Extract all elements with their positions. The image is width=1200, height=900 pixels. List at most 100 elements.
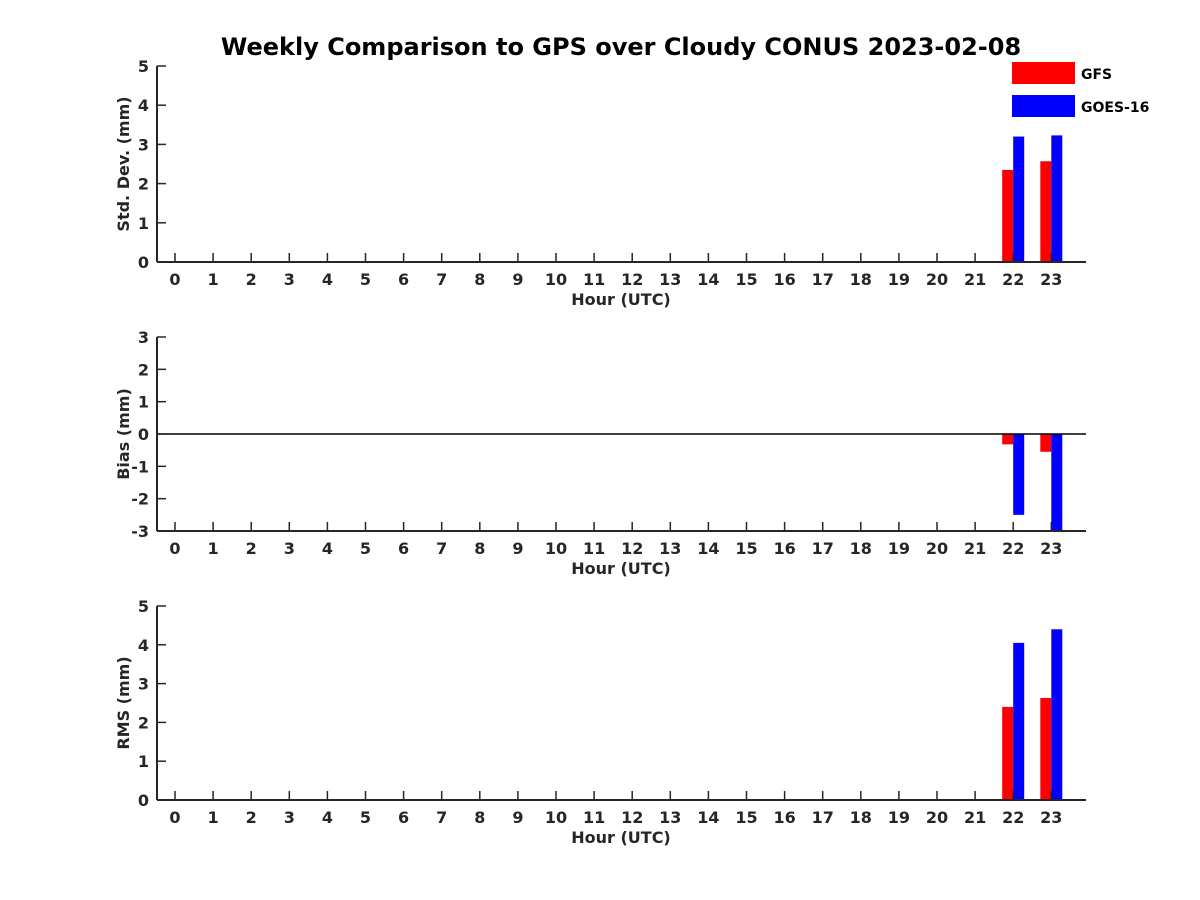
x-tick-label: 15: [735, 539, 757, 558]
bar-gfs-hour-22: [1002, 434, 1014, 445]
x-tick-label: 6: [398, 270, 409, 289]
y-tick-label: 4: [138, 636, 149, 655]
x-tick-label: 11: [583, 808, 605, 827]
y-tick-label: 2: [138, 713, 149, 732]
x-tick-label: 3: [284, 270, 295, 289]
y-tick-label: 0: [138, 425, 149, 444]
x-tick-label: 2: [246, 270, 257, 289]
x-tick-label: 1: [208, 808, 219, 827]
x-tick-label: 5: [360, 808, 371, 827]
y-tick-label: 1: [138, 214, 149, 233]
y-tick-label: 3: [138, 135, 149, 154]
x-tick-label: 22: [1002, 539, 1024, 558]
x-tick-label: 6: [398, 539, 409, 558]
x-tick-label: 22: [1002, 808, 1024, 827]
x-tick-label: 3: [284, 539, 295, 558]
y-tick-label: -1: [131, 457, 149, 476]
x-axis-label: Hour (UTC): [571, 559, 671, 578]
y-tick-label: 0: [138, 791, 149, 810]
bar-gfs-hour-22: [1002, 706, 1014, 800]
x-tick-label: 9: [512, 808, 523, 827]
x-tick-label: 22: [1002, 270, 1024, 289]
x-tick-label: 15: [735, 808, 757, 827]
x-tick-label: 21: [964, 539, 986, 558]
legend-label: GOES-16: [1081, 100, 1149, 116]
x-tick-label: 11: [583, 270, 605, 289]
x-tick-label: 8: [474, 539, 485, 558]
x-tick-label: 12: [621, 808, 643, 827]
x-tick-label: 11: [583, 539, 605, 558]
x-tick-label: 16: [773, 539, 795, 558]
y-tick-label: 3: [138, 328, 149, 347]
y-tick-label: -2: [131, 490, 149, 509]
x-tick-label: 9: [512, 539, 523, 558]
x-tick-label: 7: [436, 808, 447, 827]
y-tick-label: -3: [131, 522, 149, 541]
y-axis-label: Std. Dev. (mm): [114, 96, 133, 231]
x-tick-label: 13: [659, 539, 681, 558]
bar-gfs-hour-23: [1040, 697, 1052, 800]
bar-goes-16-hour-22: [1013, 136, 1025, 262]
x-tick-label: 18: [850, 808, 872, 827]
x-tick-label: 17: [812, 270, 834, 289]
x-tick-label: 5: [360, 539, 371, 558]
x-tick-label: 14: [697, 808, 719, 827]
x-tick-label: 13: [659, 270, 681, 289]
x-tick-label: 7: [436, 270, 447, 289]
x-tick-label: 9: [512, 270, 523, 289]
x-tick-label: 23: [1040, 808, 1062, 827]
bar-gfs-hour-23: [1040, 161, 1052, 262]
y-tick-label: 0: [138, 253, 149, 272]
bar-goes-16-hour-23: [1051, 135, 1063, 262]
x-tick-label: 8: [474, 270, 485, 289]
x-tick-label: 8: [474, 808, 485, 827]
x-tick-label: 1: [208, 539, 219, 558]
y-tick-label: 5: [138, 57, 149, 76]
x-tick-label: 23: [1040, 539, 1062, 558]
bar-goes-16-hour-23: [1051, 629, 1063, 800]
x-tick-label: 4: [322, 539, 333, 558]
x-tick-label: 0: [169, 539, 180, 558]
x-tick-label: 19: [888, 808, 910, 827]
y-tick-label: 2: [138, 175, 149, 194]
x-tick-label: 10: [545, 808, 567, 827]
x-tick-label: 20: [926, 539, 948, 558]
x-tick-label: 18: [850, 270, 872, 289]
x-tick-label: 4: [322, 808, 333, 827]
x-tick-label: 12: [621, 539, 643, 558]
x-tick-label: 18: [850, 539, 872, 558]
x-tick-label: 2: [246, 808, 257, 827]
x-tick-label: 21: [964, 808, 986, 827]
bar-goes-16-hour-22: [1013, 642, 1025, 800]
x-tick-label: 19: [888, 539, 910, 558]
x-tick-label: 10: [545, 539, 567, 558]
legend: GFS GOES-16: [1012, 62, 1149, 117]
bar-goes-16-hour-22: [1013, 434, 1025, 515]
x-axis-label: Hour (UTC): [571, 290, 671, 309]
y-tick-label: 4: [138, 96, 149, 115]
x-axis-label: Hour (UTC): [571, 828, 671, 847]
x-tick-label: 16: [773, 270, 795, 289]
x-tick-label: 14: [697, 539, 719, 558]
y-tick-label: 3: [138, 675, 149, 694]
x-tick-label: 17: [812, 539, 834, 558]
legend-swatch-gfs: [1012, 62, 1075, 84]
x-tick-label: 14: [697, 270, 719, 289]
x-tick-label: 21: [964, 270, 986, 289]
x-tick-label: 15: [735, 270, 757, 289]
legend-swatch-goes-16: [1012, 95, 1075, 117]
y-tick-label: 1: [138, 752, 149, 771]
x-tick-label: 7: [436, 539, 447, 558]
x-tick-label: 2: [246, 539, 257, 558]
y-axis-label: RMS (mm): [114, 656, 133, 749]
y-tick-label: 5: [138, 597, 149, 616]
chart-title: Weekly Comparison to GPS over Cloudy CON…: [221, 33, 1021, 61]
x-tick-label: 17: [812, 808, 834, 827]
x-tick-label: 0: [169, 270, 180, 289]
y-tick-label: 1: [138, 393, 149, 412]
x-tick-label: 0: [169, 808, 180, 827]
